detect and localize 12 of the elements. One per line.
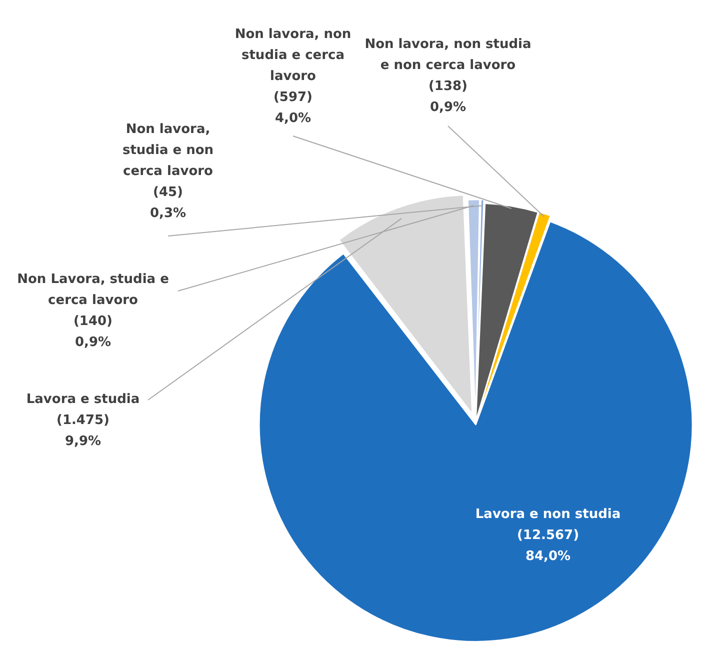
data-label: (1.475) 9,9%: [56, 412, 110, 449]
data-label: (138) 0,9%: [428, 78, 468, 115]
data-label: (45) 0,3%: [150, 184, 186, 221]
slice-label: Non Lavora, studia e cerca lavoro: [17, 272, 170, 308]
slice-label: Lavora e studia: [26, 392, 140, 407]
slice-label: Non lavora, non studia e non cerca lavoro: [364, 36, 532, 73]
slice-label: Non lavora, non studia e cerca lavoro: [234, 26, 352, 84]
slice-label: Lavora e non studia: [475, 506, 621, 522]
slice-label: Non lavora, studia e non cerca lavoro: [122, 122, 214, 179]
data-label: (12.567) 84,0%: [516, 528, 580, 564]
data-label: (140) 0,9%: [73, 314, 113, 350]
data-label: (597) 4,0%: [273, 90, 313, 126]
